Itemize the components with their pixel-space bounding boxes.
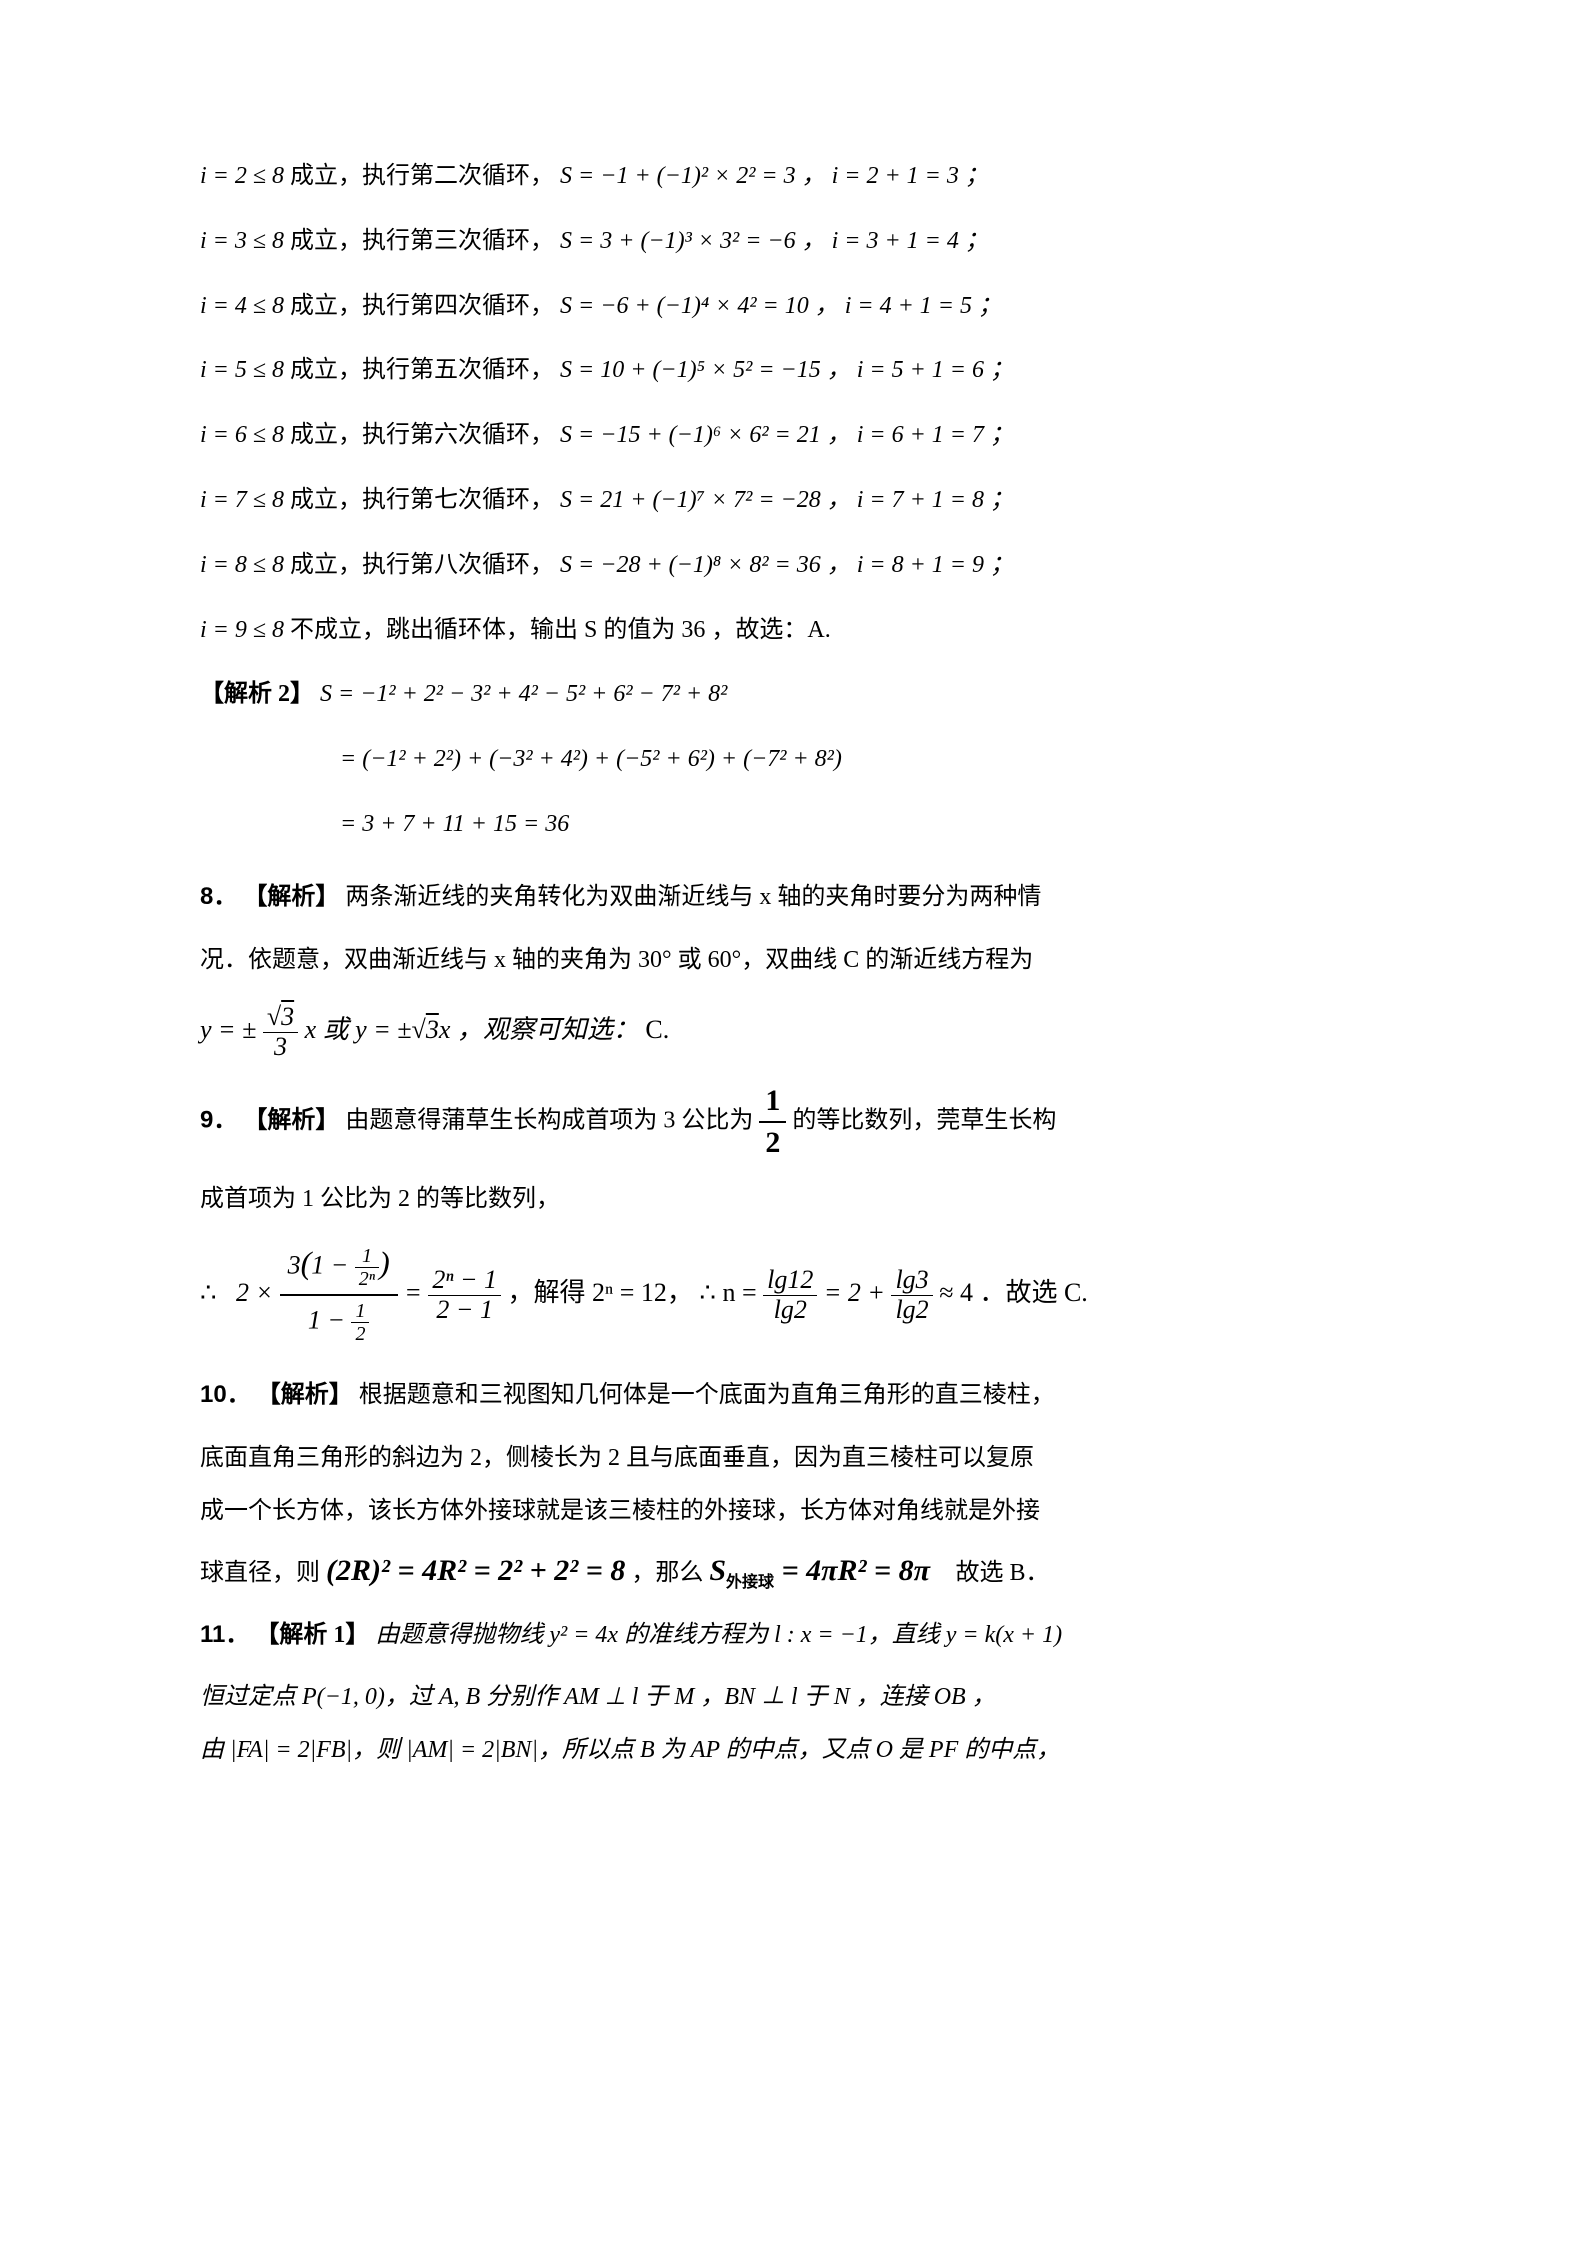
exit-text: 不成立，跳出循环体，输出 S 的值为 36 ，故选：A. — [290, 617, 831, 643]
solution2-line2: = (−1² + 2²) + (−3² + 4²) + (−5² + 6²) +… — [200, 733, 1387, 786]
loop-line: i = 8 ≤ 8 成立，执行第八次循环， S = −28 + (−1)⁸ × … — [200, 539, 1387, 592]
p9-formula: ∴ 2 × 3(1 − 12ⁿ) 1 − 12 = 2ⁿ − 12 − 1 ，解… — [200, 1241, 1387, 1349]
formula: S = 21 + (−1)⁷ × 7² = −28 ， — [560, 487, 851, 513]
cond: i = 7 ≤ 8 — [200, 487, 284, 513]
loop-line: i = 2 ≤ 8 成立，执行第二次循环， S = −1 + (−1)² × 2… — [200, 150, 1387, 203]
p10-formula1: (2R)² = 4R² = 2² + 2² = 8 — [326, 1554, 625, 1587]
problem-10: 10． 【解析】 根据题意和三视图知几何体是一个底面为直角三角形的直三棱柱， — [200, 1369, 1387, 1422]
cond-text: 成立，执行第八次循环， — [290, 552, 554, 578]
p8-formula: y = ± √3 3 x 或 y = ±√3x ，观察可知选： C. — [200, 1001, 1387, 1061]
p8-label: 【解析】 — [243, 884, 339, 910]
iter: i = 4 + 1 = 5 ； — [845, 293, 1002, 319]
p10-formula2: S外接球 = 4πR² = 8π — [709, 1554, 937, 1587]
formula: S = −28 + (−1)⁸ × 8² = 36 ， — [560, 552, 851, 578]
loop-exit-line: i = 9 ≤ 8 不成立，跳出循环体，输出 S 的值为 36 ，故选：A. — [200, 604, 1387, 657]
loop-line: i = 4 ≤ 8 成立，执行第四次循环， S = −6 + (−1)⁴ × 4… — [200, 280, 1387, 333]
p10-text1: 根据题意和三视图知几何体是一个底面为直角三角形的直三棱柱， — [359, 1382, 1055, 1408]
problem-11: 11． 【解析 1】 由题意得抛物线 y² = 4x 的准线方程为 l : x … — [200, 1609, 1387, 1662]
cond-text: 成立，执行第二次循环， — [290, 163, 554, 189]
cond-text: 成立，执行第四次循环， — [290, 293, 554, 319]
p9-num: 9． — [200, 1107, 237, 1134]
cond-text: 成立，执行第六次循环， — [290, 422, 554, 448]
p9-answer: C. — [1064, 1278, 1088, 1307]
cond: i = 8 ≤ 8 — [200, 552, 284, 578]
loop-line: i = 6 ≤ 8 成立，执行第六次循环， S = −15 + (−1)⁶ × … — [200, 409, 1387, 462]
problem-9: 9． 【解析】 由题意得蒲草生长构成首项为 3 公比为 1 2 的等比数列，莞草… — [200, 1081, 1387, 1163]
p8-line2: 况．依题意，双曲渐近线与 x 轴的夹角为 30° 或 60°，双曲线 C 的渐近… — [200, 934, 1387, 987]
p11-text1: 由题意得抛物线 y² = 4x 的准线方程为 l : x = −1，直线 y =… — [375, 1622, 1062, 1648]
formula: S = 10 + (−1)⁵ × 5² = −15 ， — [560, 357, 851, 383]
cond: i = 9 ≤ 8 — [200, 617, 284, 643]
p9-line2: 成首项为 1 公比为 2 的等比数列， — [200, 1173, 1387, 1226]
document-content: i = 2 ≤ 8 成立，执行第二次循环， S = −1 + (−1)² × 2… — [200, 150, 1387, 1777]
iter: i = 7 + 1 = 8 ； — [857, 487, 1014, 513]
formula: S = −6 + (−1)⁴ × 4² = 10 ， — [560, 293, 839, 319]
loop-line: i = 5 ≤ 8 成立，执行第五次循环， S = 10 + (−1)⁵ × 5… — [200, 344, 1387, 397]
p11-line2: 恒过定点 P(−1, 0)，过 A, B 分别作 AM ⊥ l 于 M ，BN … — [200, 1671, 1387, 1724]
p10-line3: 成一个长方体，该长方体外接球就是该三棱柱的外接球，长方体对角线就是外接 — [200, 1485, 1387, 1538]
formula: S = −1 + (−1)² × 2² = 3 ， — [560, 163, 826, 189]
solution2-line1: S = −1² + 2² − 3² + 4² − 5² + 6² − 7² + … — [320, 681, 727, 707]
p8-text1: 两条渐近线的夹角转化为双曲渐近线与 x 轴的夹角时要分为两种情 — [345, 884, 1041, 910]
cond: i = 5 ≤ 8 — [200, 357, 284, 383]
p11-line3: 由 |FA| = 2|FB|，则 |AM| = 2|BN|，所以点 B 为 AP… — [200, 1724, 1387, 1777]
formula: S = 3 + (−1)³ × 3² = −6 ， — [560, 228, 826, 254]
iter: i = 5 + 1 = 6 ； — [857, 357, 1014, 383]
p10-line4: 球直径，则 (2R)² = 4R² = 2² + 2² = 8 ，那么 S外接球… — [200, 1538, 1387, 1604]
cond-text: 成立，执行第五次循环， — [290, 357, 554, 383]
p9-text1: 由题意得蒲草生长构成首项为 3 公比为 — [345, 1108, 753, 1134]
p9-label: 【解析】 — [243, 1108, 339, 1134]
cond: i = 3 ≤ 8 — [200, 228, 284, 254]
solution2-line3: = 3 + 7 + 11 + 15 = 36 — [200, 798, 1387, 851]
solution2-label: 【解析 2】 — [200, 681, 314, 707]
iter: i = 2 + 1 = 3 ； — [832, 163, 989, 189]
formula: S = −15 + (−1)⁶ × 6² = 21 ， — [560, 422, 851, 448]
cond: i = 2 ≤ 8 — [200, 163, 284, 189]
iter: i = 3 + 1 = 4 ； — [832, 228, 989, 254]
cond-text: 成立，执行第七次循环， — [290, 487, 554, 513]
loop-line: i = 7 ≤ 8 成立，执行第七次循环， S = 21 + (−1)⁷ × 7… — [200, 474, 1387, 527]
solution2: 【解析 2】 S = −1² + 2² − 3² + 4² − 5² + 6² … — [200, 668, 1387, 721]
p11-num: 11． — [200, 1621, 249, 1648]
cond-text: 成立，执行第三次循环， — [290, 228, 554, 254]
cond: i = 6 ≤ 8 — [200, 422, 284, 448]
problem-8: 8． 【解析】 两条渐近线的夹角转化为双曲渐近线与 x 轴的夹角时要分为两种情 — [200, 871, 1387, 924]
p11-label: 【解析 1】 — [255, 1622, 369, 1648]
loop-line: i = 3 ≤ 8 成立，执行第三次循环， S = 3 + (−1)³ × 3²… — [200, 215, 1387, 268]
p8-num: 8． — [200, 883, 237, 910]
p10-num: 10． — [200, 1381, 251, 1408]
cond: i = 4 ≤ 8 — [200, 293, 284, 319]
p10-label: 【解析】 — [257, 1382, 353, 1408]
p8-answer: C. — [645, 1015, 669, 1044]
iter: i = 6 + 1 = 7 ； — [857, 422, 1014, 448]
p10-line2: 底面直角三角形的斜边为 2，侧棱长为 2 且与底面垂直，因为直三棱柱可以复原 — [200, 1432, 1387, 1485]
iter: i = 8 + 1 = 9 ； — [857, 552, 1014, 578]
